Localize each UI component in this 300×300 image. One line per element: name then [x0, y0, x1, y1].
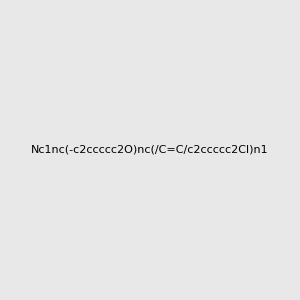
- Text: Nc1nc(-c2ccccc2O)nc(/C=C/c2ccccc2Cl)n1: Nc1nc(-c2ccccc2O)nc(/C=C/c2ccccc2Cl)n1: [31, 145, 269, 155]
